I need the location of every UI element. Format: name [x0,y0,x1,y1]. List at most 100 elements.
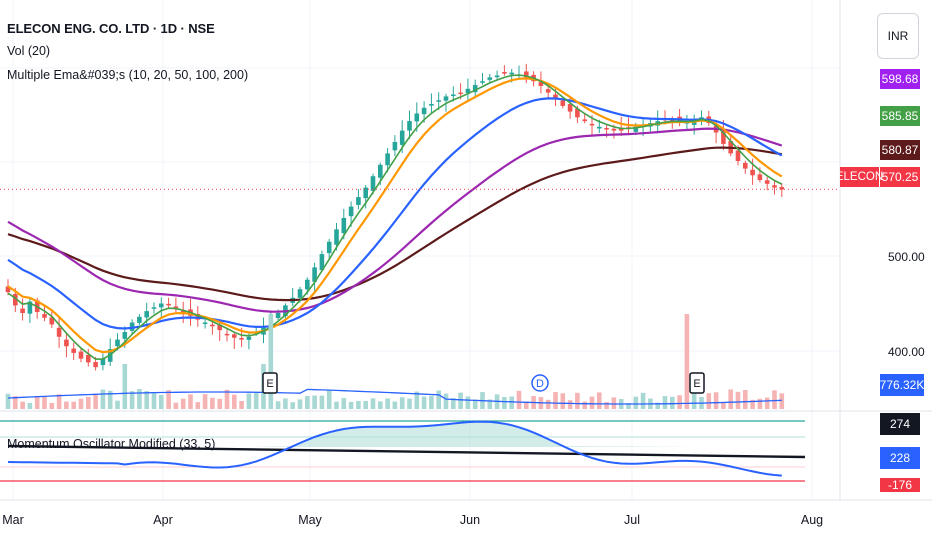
candle-body [604,127,609,130]
volume-bar [151,392,157,409]
osc-value-label-3: -176 [880,478,920,492]
dividend-marker-label: D [536,378,544,390]
volume-bar [757,398,763,409]
candle-body [78,351,84,359]
volume-bar [122,364,128,409]
candle-body [750,169,755,176]
candle-body [297,289,303,298]
volume-bar [407,398,412,409]
candle-body [42,314,47,318]
candle-body [224,333,230,336]
volume-bar [553,392,558,409]
candle-body [399,130,405,145]
volume-bar [640,392,646,409]
candle-body [545,89,551,93]
volume-bar [399,397,405,409]
volume-bar [524,401,529,409]
candle-body [699,117,704,119]
currency-button[interactable]: INR [877,13,919,59]
oscillator-indicator-label[interactable]: Momentum Oscillator Modified (33, 5) [7,437,216,451]
candle-body [49,317,55,325]
ema50-line [7,97,783,330]
volume-bar [597,392,602,409]
volume-bar [575,392,580,409]
volume-bar [677,395,682,409]
candle-body [129,322,135,331]
volume-bar [326,389,332,409]
candle-body [305,279,310,290]
volume-bar [604,402,609,409]
volume-bar [429,395,434,409]
ticker-tag: ELECON [836,167,883,187]
earnings-marker-2 [689,372,705,394]
candle-body [86,354,91,363]
candle-body [465,88,471,94]
volume-bar [582,401,587,409]
time-label-aug: Aug [800,513,824,527]
volume-bar [451,397,456,409]
volume-bar [49,402,55,409]
volume-bar [159,395,164,409]
osc-value-label-1: 274 [880,413,920,435]
candle-body [436,100,441,102]
candle-body [721,130,726,144]
volume-bar [611,397,617,409]
volume-bar [188,394,193,409]
ema100-line [7,127,783,313]
volume-bar [246,393,252,409]
volume-bar [297,399,303,409]
volume-indicator-label[interactable]: Vol (20) [7,44,51,58]
symbol-title[interactable]: ELECON ENG. CO. LTD · 1D · NSE [7,21,215,36]
volume-bar [728,389,733,409]
ema10-line [7,74,783,361]
volume-bar [670,396,675,409]
volume-bar [772,390,777,409]
volume-bar [691,391,697,409]
earnings-marker-2-label: E [693,378,700,390]
volume-ma-line [7,388,782,405]
volume-bar [129,391,135,409]
volume-bar [735,391,741,409]
candle-body [392,142,398,151]
volume-bar [743,389,748,409]
candle-body [100,358,106,366]
candle-body [210,324,215,327]
ema-indicator-label[interactable]: Multiple Ema&#039;s (10, 20, 50, 100, 20… [7,68,249,82]
candle-body [115,339,120,347]
osc-signal-line [7,444,806,459]
volume-bar [414,391,420,409]
volume-bar [516,390,522,409]
candle-body [356,197,361,205]
candle-body [487,77,493,80]
candle-body [56,327,62,337]
volume-bar [750,399,755,409]
price-tick-400: 400.00 [888,345,925,359]
volume-bar [706,393,712,409]
volume-bar [392,401,398,409]
volume-bar [633,396,639,409]
candle-body [582,119,587,122]
candle-body [180,310,186,313]
volume-bar [567,400,573,409]
candle-body [553,94,558,100]
volume-bar [443,393,449,409]
volume-bar [378,401,383,409]
volume-bar [662,396,668,409]
volume-bar [64,401,69,409]
volume-bar [210,397,215,409]
time-label-may: May [298,513,322,527]
candle-body [144,311,149,318]
volume-bar [100,389,106,409]
candle-body [567,104,573,112]
volume-bar [93,393,98,409]
candle-body [633,126,639,132]
candle-body [589,123,595,126]
time-label-jul: Jul [624,513,640,527]
candle-body [370,176,376,191]
volume-value-label: 776.32K [880,374,924,396]
volume-bar [56,394,62,409]
volume-bar [319,395,325,409]
ema200-price-label: 580.87 [880,140,920,160]
candle-body [319,254,325,271]
